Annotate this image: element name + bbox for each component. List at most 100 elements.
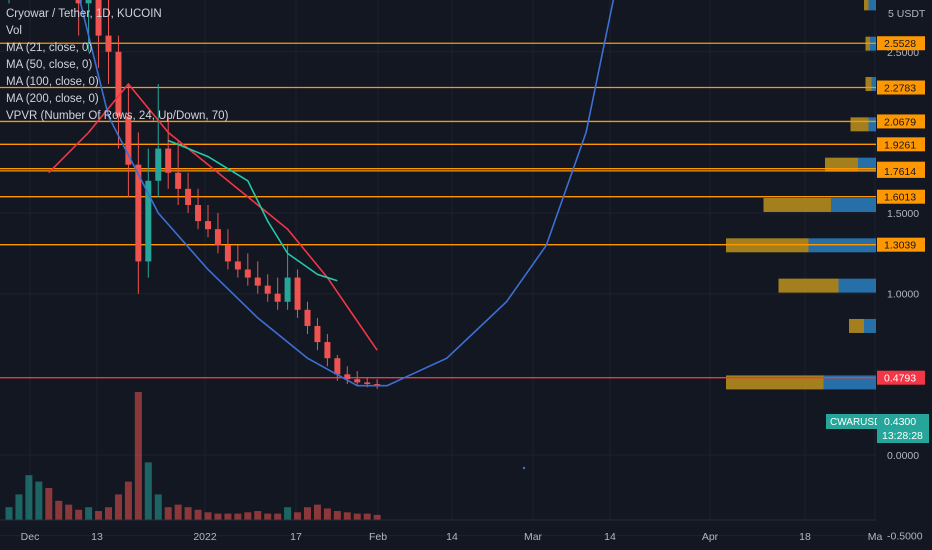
volume-bar	[134, 392, 142, 520]
volume-bar	[55, 500, 63, 520]
symbol-tag	[826, 414, 879, 429]
level-tag	[877, 189, 925, 204]
volume-bar	[174, 504, 182, 520]
profile-down	[763, 197, 831, 212]
time-tick: 18	[799, 531, 811, 543]
volume-bar	[124, 481, 132, 520]
volume-bar	[85, 507, 93, 520]
time-tick: Dec	[21, 531, 40, 543]
time-tick: Ma	[868, 531, 883, 543]
candles	[8, 0, 381, 389]
profile-down	[825, 157, 858, 172]
candle-body	[364, 382, 371, 385]
candle-body	[284, 277, 291, 302]
chart-legend: Cryowar / Tether, 1D, KUCOIN Vol MA (21,…	[6, 6, 228, 125]
candle-body	[135, 164, 142, 262]
volume-bar	[214, 513, 222, 520]
volume-bar	[25, 475, 33, 520]
profile-down	[865, 77, 872, 92]
ma50-line	[167, 139, 338, 282]
time-axis[interactable]: Dec 13 2022 17 Feb 14 Mar 14 Apr 18 Ma	[0, 466, 883, 543]
candle-body	[85, 0, 92, 4]
profile-down	[726, 375, 824, 390]
legend-ma21[interactable]: MA (21, close, 0)	[6, 42, 93, 54]
profile-up	[871, 77, 876, 92]
level-tag	[877, 36, 925, 51]
volume-bar	[284, 507, 292, 520]
candle-body	[205, 221, 211, 230]
volume-bar	[254, 511, 262, 520]
candle-body	[304, 309, 311, 326]
candle-body	[155, 148, 162, 181]
red-level-tag	[877, 370, 925, 385]
candle-body	[294, 277, 301, 310]
candle-body	[254, 277, 261, 286]
level-tag	[877, 137, 925, 152]
candle-body	[145, 180, 152, 262]
candle-body	[334, 358, 341, 375]
candle-body	[234, 261, 241, 270]
symbol-title[interactable]: Cryowar / Tether, 1D, KUCOIN	[6, 8, 162, 20]
time-tick: 14	[604, 531, 616, 543]
volume-bar	[184, 507, 192, 520]
price-tick: 0.0000	[887, 450, 919, 462]
candle-body	[175, 172, 182, 189]
candle-body	[185, 188, 192, 205]
price-tick: 1.5000	[887, 208, 919, 220]
volume-bar	[114, 494, 122, 520]
legend-vpvr[interactable]: VPVR (Number Of Rows, 24, Up/Down, 70)	[6, 110, 229, 122]
legend-vol[interactable]: Vol	[6, 25, 22, 37]
volume-bar	[154, 494, 162, 520]
profile-up	[838, 278, 876, 293]
volume-bar	[144, 462, 152, 520]
profile-up	[858, 157, 876, 172]
time-tick: 2022	[193, 531, 217, 543]
volume-bar	[95, 511, 103, 520]
level-label: 1.9261	[884, 139, 916, 151]
candle-body	[374, 384, 381, 386]
level-label: 2.5528	[884, 38, 916, 50]
volume-bar	[353, 513, 361, 520]
candle-body	[224, 245, 231, 262]
last-price-label: 0.4300	[884, 416, 916, 428]
red-level-label: 0.4793	[884, 373, 916, 385]
profile-up	[823, 375, 876, 390]
volume-bar	[323, 508, 331, 520]
volume-bar	[35, 481, 43, 520]
legend-ma100[interactable]: MA (100, close, 0)	[6, 76, 99, 88]
candle-body	[244, 269, 251, 278]
volume-bar	[164, 507, 172, 520]
price-tick: 1.0000	[887, 289, 919, 301]
time-tick: Apr	[702, 531, 719, 543]
volume-bar	[363, 513, 371, 520]
volume-bar	[65, 504, 73, 520]
level-label: 2.2783	[884, 83, 916, 95]
level-tag	[877, 114, 925, 129]
time-tick: 14	[446, 531, 458, 543]
volume-bar	[274, 513, 282, 520]
volume-bar	[373, 514, 381, 520]
legend-ma200[interactable]: MA (200, close, 0)	[6, 93, 99, 105]
candle-body	[264, 285, 271, 294]
profile-down	[850, 117, 869, 132]
legend-ma50[interactable]: MA (50, close, 0)	[6, 59, 93, 71]
candle-body	[195, 204, 202, 222]
candle-body	[354, 379, 361, 383]
dot-marker	[522, 466, 526, 470]
profile-down	[849, 318, 864, 333]
profile-up	[868, 0, 876, 11]
grid-lines	[0, 0, 876, 537]
projection-curve	[78, 0, 615, 387]
price-axis[interactable]: 5 USDT5.00004.00003.50003.00002.50001.50…	[826, 0, 932, 550]
ma21-line	[48, 82, 378, 351]
symbol-tag-label: CWARUSDT	[830, 417, 887, 428]
candle-body	[214, 229, 221, 246]
volume-bar	[313, 504, 321, 520]
candle-body	[314, 325, 321, 343]
volume-bar	[304, 507, 311, 520]
candle-body	[324, 342, 331, 359]
time-tick: 17	[290, 531, 302, 543]
level-label: 1.7614	[884, 166, 916, 178]
volume-bar	[244, 512, 252, 520]
